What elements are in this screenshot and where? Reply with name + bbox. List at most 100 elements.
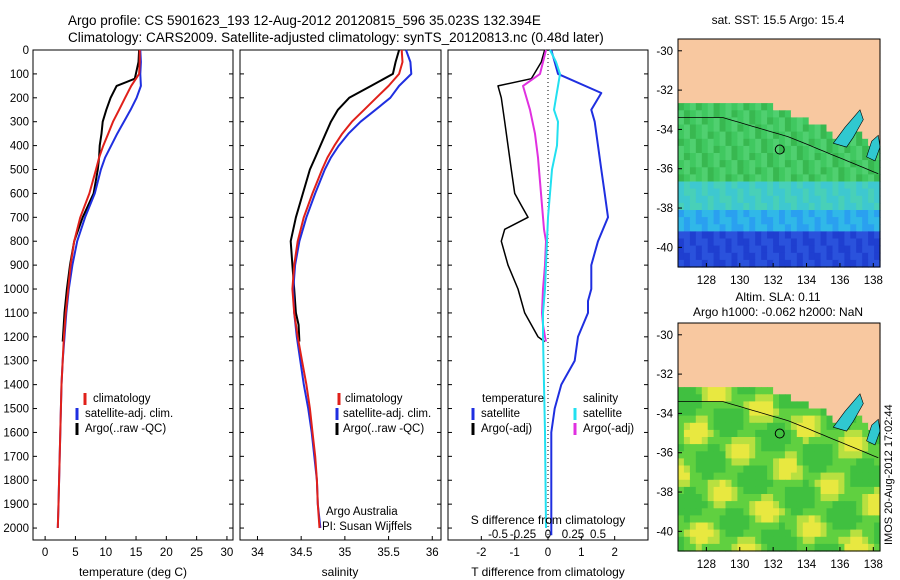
map-cell (862, 174, 869, 183)
map-cell (802, 486, 810, 495)
map-cell (683, 330, 691, 338)
difference-series (497, 49, 609, 536)
map-cell (678, 195, 685, 204)
map-cell (689, 259, 697, 268)
map-cell (761, 224, 768, 232)
map-cell (695, 39, 703, 47)
map-cell (844, 508, 851, 516)
map-cell (749, 372, 756, 381)
map-cell (683, 188, 691, 197)
map-cell (838, 522, 845, 531)
map-cell (790, 195, 798, 204)
map-cell (820, 53, 828, 61)
map-cell (689, 330, 697, 338)
map-cell (737, 74, 744, 83)
map-cell (773, 74, 780, 83)
map-cell (719, 145, 727, 154)
map-cell (678, 103, 685, 111)
map-cell (761, 508, 768, 516)
map-cell (713, 145, 721, 154)
map-cell (826, 160, 833, 168)
map-cell (755, 508, 762, 516)
map-cell (779, 117, 786, 126)
map-cell (701, 337, 709, 345)
map-cell (713, 103, 721, 111)
map-cell (832, 224, 839, 232)
map-cell (731, 110, 738, 118)
argo-float-marker (774, 428, 785, 439)
map-cell (779, 245, 786, 254)
map-cell (820, 337, 828, 345)
map-cell (779, 444, 786, 452)
map-cell (689, 210, 697, 218)
map-cell (731, 486, 738, 495)
map-cell (874, 408, 881, 417)
map-cell (678, 451, 685, 459)
depth-tick-label: 1700 (3, 451, 29, 463)
map-cell (796, 138, 804, 147)
map-cell (689, 88, 697, 97)
map-cell (814, 401, 822, 410)
map-cell (773, 429, 780, 438)
map-cell (743, 195, 750, 204)
map-cell (707, 124, 715, 133)
salinity-satellite-diff-line (542, 49, 561, 529)
map-cell (856, 522, 863, 531)
map-cell (725, 245, 732, 254)
map-cell (802, 74, 810, 83)
map-cell (749, 365, 756, 374)
map-x-tick-label: 134 (797, 275, 817, 287)
map-cell (761, 138, 768, 147)
map-cell (796, 181, 804, 190)
map-cell (695, 372, 703, 381)
map-cell (713, 167, 721, 175)
temperature-panel: 0100200300400500600700800900100011001200… (3, 45, 234, 579)
map-cell (725, 394, 732, 402)
map-cell (784, 465, 792, 474)
map-cell (796, 110, 804, 118)
map-cell (844, 245, 851, 254)
map-cell (683, 167, 691, 175)
map-cell (814, 515, 822, 524)
map-cell (678, 217, 685, 225)
map-cell (808, 444, 816, 452)
map-cell (808, 188, 816, 197)
shelf-contour (678, 117, 879, 175)
map-cell (725, 210, 732, 218)
map-cell (695, 46, 703, 54)
map-cell (808, 536, 816, 545)
map-cell (856, 46, 863, 54)
map-cell (832, 451, 839, 459)
map-cell (814, 472, 822, 481)
map-cell (755, 344, 762, 353)
map-cell (790, 387, 798, 395)
map-cell (808, 437, 816, 445)
map-cell (689, 110, 697, 118)
map-cell (689, 167, 697, 175)
map-cell (743, 365, 750, 374)
map-cell (731, 210, 738, 218)
map-cell (796, 515, 804, 524)
map-cell (838, 458, 845, 467)
map-cell (749, 53, 756, 61)
map-cell (856, 103, 863, 111)
map-cell (749, 501, 756, 509)
map-cell (838, 145, 845, 154)
map-cell (761, 486, 768, 495)
map-cell (773, 81, 780, 90)
map-cell (773, 401, 780, 410)
map-cell (856, 160, 863, 168)
map-cell (868, 224, 875, 232)
map-cell (683, 451, 691, 459)
map-cell (725, 451, 732, 459)
map-cell (767, 365, 774, 374)
map-cell (868, 479, 875, 488)
map-cell (856, 217, 863, 225)
map-cell (814, 387, 822, 395)
map-cell (802, 529, 810, 538)
map-cell (749, 181, 756, 190)
map-cell (838, 81, 845, 90)
map-cell (719, 60, 727, 69)
map-cell (874, 81, 881, 90)
map-cell (689, 486, 697, 495)
